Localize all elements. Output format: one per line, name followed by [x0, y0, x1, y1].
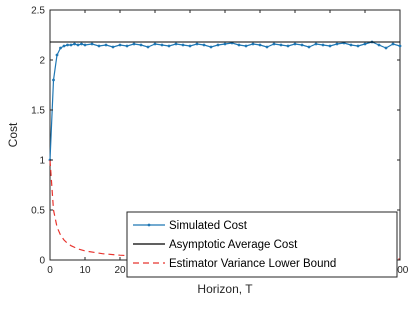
legend-items: Simulated Cost Asymptotic Average Cost Est…: [133, 220, 336, 270]
series-point-0: [314, 42, 318, 46]
x-tick-label: 100: [392, 265, 409, 276]
series-point-0: [251, 42, 255, 46]
series-point-0: [80, 42, 83, 46]
series-point-0: [146, 45, 150, 49]
series-point-0: [349, 43, 353, 47]
series-point-0: [73, 42, 76, 46]
x-tick-label: 10: [79, 265, 91, 276]
legend-box: [126, 211, 398, 278]
series-point-0: [181, 43, 185, 47]
series-point-0: [111, 45, 115, 49]
legend-label-1: Asymptotic Average Cost: [169, 239, 298, 251]
series-point-0: [69, 43, 73, 47]
series-point-0: [52, 78, 55, 82]
series-point-0: [153, 42, 157, 46]
series-point-0: [76, 43, 80, 47]
x-axis-title: Horizon, T: [197, 282, 253, 296]
series-point-0: [391, 42, 395, 46]
series-point-0: [83, 43, 87, 47]
series-point-0: [328, 44, 332, 48]
series-point-0: [97, 44, 101, 48]
y-tick-label: 0: [39, 256, 45, 267]
series-point-0: [293, 42, 297, 46]
series-point-0: [265, 45, 269, 49]
series-point-0: [55, 53, 59, 57]
series-point-0: [321, 43, 325, 47]
series-point-0: [335, 42, 339, 46]
series-point-0: [279, 43, 283, 47]
series-point-0: [160, 43, 164, 47]
y-axis-title: Cost: [6, 122, 20, 147]
series-point-0: [132, 42, 136, 46]
y-tick-label: 2.5: [31, 6, 45, 17]
series-point-0: [356, 44, 360, 48]
series-point-0: [90, 42, 94, 46]
y-tick-label: 1.5: [31, 106, 45, 117]
series-point-0: [174, 42, 178, 46]
series-point-0: [167, 44, 171, 48]
series-point-0: [216, 43, 220, 47]
series-point-0: [125, 44, 129, 48]
legend-swatch-dot: [147, 223, 151, 227]
series-point-0: [237, 43, 241, 47]
x-tick-label: 20: [114, 265, 126, 276]
y-tick-label: 1: [39, 156, 45, 167]
y-tick-label: 2: [39, 56, 45, 67]
series-point-0: [398, 44, 402, 48]
legend-label-2: Estimator Variance Lower Bound: [169, 258, 336, 270]
series-point-0: [202, 43, 206, 47]
series-point-0: [223, 42, 227, 46]
series-point-0: [118, 43, 122, 47]
y-tick-label: 0.5: [31, 206, 45, 217]
legend-label-0: Simulated Cost: [169, 220, 248, 232]
legend: Simulated Cost Asymptotic Average Cost Est…: [126, 211, 398, 278]
series-point-0: [272, 42, 276, 46]
series-point-0: [286, 44, 290, 48]
series-point-0: [139, 43, 143, 47]
x-tick-label: 0: [47, 265, 53, 276]
series-point-0: [384, 46, 388, 50]
series-point-0: [307, 45, 311, 49]
series-point-0: [104, 43, 108, 47]
series-point-0: [188, 44, 192, 48]
series-point-0: [209, 45, 213, 49]
series-point-0: [62, 44, 66, 48]
series-point-0: [300, 43, 304, 47]
series-point-0: [377, 43, 381, 47]
series-point-0: [195, 42, 199, 46]
series-point-0: [66, 43, 69, 47]
series-point-0: [244, 44, 248, 48]
series-point-0: [258, 43, 262, 47]
series-point-0: [59, 46, 62, 50]
series-point-0: [363, 42, 367, 46]
